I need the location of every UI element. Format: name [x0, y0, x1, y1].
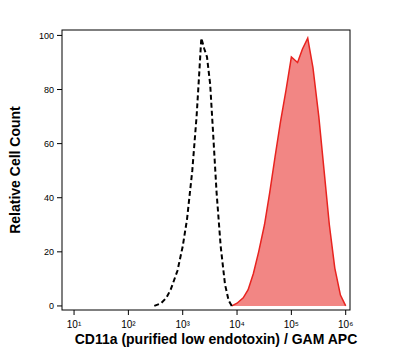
x-tick [182, 310, 183, 315]
y-tick [57, 35, 62, 36]
area-fill [232, 38, 346, 306]
y-tick-label: 60 [44, 139, 54, 149]
y-tick [57, 251, 62, 252]
chart: 10¹ 10² 10³ 10⁴ 10⁵ 10⁶ 0 20 40 60 80 100 CD11a (pur… [0, 0, 400, 354]
x-tick-label: 10² [121, 319, 136, 330]
y-tick-label: 20 [44, 247, 54, 257]
y-tick [57, 89, 62, 90]
y-tick-label: 0 [49, 301, 54, 311]
y-tick-label: 100 [39, 31, 54, 41]
y-tick-label: 40 [44, 193, 54, 203]
series-line [154, 38, 231, 306]
x-tick [345, 310, 346, 315]
y-tick [57, 197, 62, 198]
x-tick-label: 10⁵ [284, 319, 299, 330]
x-tick-label: 10³ [175, 319, 190, 330]
x-axis-label: CD11a (purified low endotoxin) / GAM APC [75, 331, 358, 347]
y-tick [57, 305, 62, 306]
x-tick [237, 310, 238, 315]
x-tick [291, 310, 292, 315]
plot-area [154, 38, 345, 306]
x-tick-label: 10⁴ [229, 319, 244, 330]
x-tick [128, 310, 129, 315]
x-tick [74, 310, 75, 315]
y-tick-label: 80 [44, 85, 54, 95]
plot-frame [62, 30, 350, 310]
area-line [232, 38, 346, 306]
x-tick-label: 10¹ [67, 319, 82, 330]
y-axis-label: Relative Cell Count [7, 106, 23, 234]
y-tick [57, 143, 62, 144]
x-tick-label: 10⁶ [338, 319, 353, 330]
